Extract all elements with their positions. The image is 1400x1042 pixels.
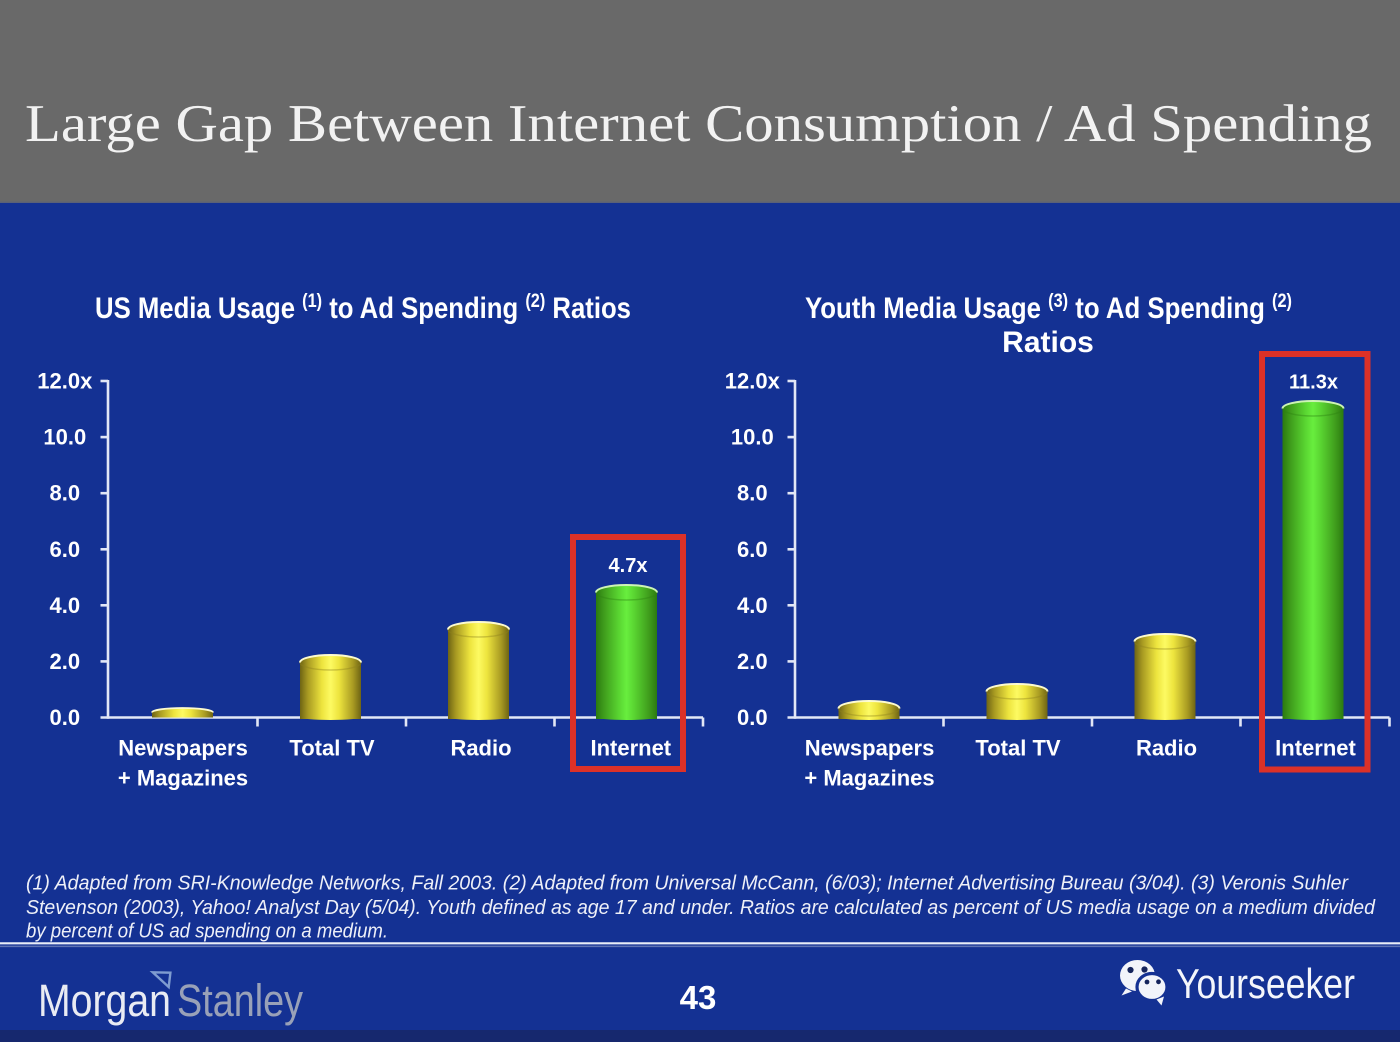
svg-text:Total TV: Total TV bbox=[289, 736, 374, 761]
svg-text:Newspapers: Newspapers bbox=[118, 736, 248, 761]
svg-text:2.0: 2.0 bbox=[737, 649, 768, 674]
svg-text:10.0: 10.0 bbox=[731, 425, 774, 450]
svg-text:0.0: 0.0 bbox=[737, 705, 768, 730]
svg-text:2.0: 2.0 bbox=[50, 649, 81, 674]
svg-text:4.0: 4.0 bbox=[50, 593, 81, 618]
svg-text:Radio: Radio bbox=[1136, 736, 1197, 761]
svg-text:8.0: 8.0 bbox=[50, 481, 81, 506]
svg-text:Ratios: Ratios bbox=[1002, 326, 1094, 359]
svg-text:12.0x: 12.0x bbox=[725, 369, 781, 394]
svg-text:Youth Media Usage (3) to Ad Sp: Youth Media Usage (3) to Ad Spending (2) bbox=[805, 291, 1292, 325]
svg-text:(1) Adapted from SRI-Knowledge: (1) Adapted from SRI-Knowledge Networks,… bbox=[26, 873, 1349, 895]
svg-text:US Media Usage (1) to Ad Spend: US Media Usage (1) to Ad Spending (2) Ra… bbox=[95, 291, 631, 325]
svg-text:0.0: 0.0 bbox=[50, 705, 81, 730]
svg-text:+ Magazines: + Magazines bbox=[804, 765, 934, 790]
svg-text:Yourseeker: Yourseeker bbox=[1176, 960, 1355, 1007]
svg-text:Newspapers: Newspapers bbox=[805, 736, 935, 761]
svg-text:4.0: 4.0 bbox=[737, 593, 768, 618]
svg-text:8.0: 8.0 bbox=[737, 481, 768, 506]
svg-text:4.7x: 4.7x bbox=[609, 555, 648, 577]
svg-text:+ Magazines: + Magazines bbox=[118, 765, 248, 790]
svg-text:6.0: 6.0 bbox=[50, 537, 81, 562]
svg-text:Internet: Internet bbox=[590, 736, 671, 761]
svg-text:Total TV: Total TV bbox=[975, 736, 1060, 761]
svg-text:Morgan: Morgan bbox=[38, 975, 171, 1026]
svg-text:11.3x: 11.3x bbox=[1289, 372, 1338, 394]
svg-text:Internet: Internet bbox=[1275, 736, 1356, 761]
svg-text:Stevenson (2003), Yahoo! Analy: Stevenson (2003), Yahoo! Analyst Day (5/… bbox=[26, 897, 1376, 919]
svg-text:Radio: Radio bbox=[450, 736, 511, 761]
svg-text:10.0: 10.0 bbox=[43, 425, 86, 450]
svg-text:Large Gap Between Internet Con: Large Gap Between Internet Consumption /… bbox=[25, 95, 1372, 153]
svg-text:43: 43 bbox=[680, 979, 717, 1016]
svg-text:12.0x: 12.0x bbox=[37, 369, 93, 394]
svg-text:6.0: 6.0 bbox=[737, 537, 768, 562]
svg-text:Stanley: Stanley bbox=[177, 975, 303, 1026]
svg-text:by percent of US ad spending o: by percent of US ad spending on a medium… bbox=[26, 921, 388, 943]
